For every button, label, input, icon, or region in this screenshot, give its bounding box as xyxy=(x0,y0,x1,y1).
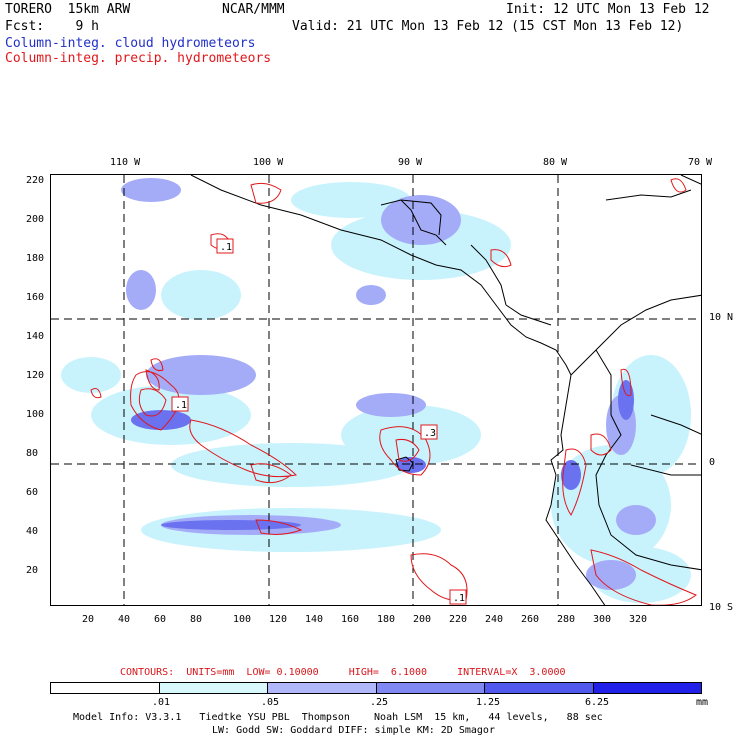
cloud-shading-light xyxy=(61,182,691,603)
x-tick: 160 xyxy=(341,614,360,625)
precip-field-title: Column-integ. precip. hydrometeors xyxy=(5,51,272,66)
legend-value: 1.25 xyxy=(476,697,501,708)
x-tick: 280 xyxy=(557,614,576,625)
y-tick: 100 xyxy=(26,409,45,420)
x-tick: 40 xyxy=(118,614,131,625)
y-tick: 180 xyxy=(26,253,45,264)
map-panel: .1 .1 .3 .1 xyxy=(50,174,702,606)
x-tick: 80 xyxy=(190,614,203,625)
contour-label: .3 xyxy=(424,428,436,439)
legend-value: .01 xyxy=(152,697,171,708)
coastlines xyxy=(190,175,701,605)
x-tick: 20 xyxy=(82,614,95,625)
map-canvas: .1 .1 .3 .1 xyxy=(51,175,701,605)
y-tick: 40 xyxy=(26,526,39,537)
lon-label-80w: 80 W xyxy=(543,157,568,168)
lon-label-110w: 110 W xyxy=(110,157,141,168)
lon-label-70w: 70 W xyxy=(688,157,713,168)
x-tick: 320 xyxy=(629,614,648,625)
precip-contours xyxy=(90,178,697,605)
contour-label-boxes xyxy=(171,238,467,605)
x-tick: 140 xyxy=(305,614,324,625)
y-tick: 220 xyxy=(26,175,45,186)
y-tick: 200 xyxy=(26,214,45,225)
lat-lon-grid xyxy=(51,175,701,605)
legend-value: 6.25 xyxy=(585,697,610,708)
x-tick: 120 xyxy=(269,614,288,625)
model-title: TORERO 15km ARW xyxy=(5,2,131,17)
x-tick: 200 xyxy=(413,614,432,625)
lon-label-90w: 90 W xyxy=(398,157,423,168)
x-tick: 60 xyxy=(154,614,167,625)
contour-label: .1 xyxy=(220,242,232,253)
legend-unit: mm xyxy=(696,697,709,708)
contour-info: CONTOURS: UNITS=mm LOW= 0.10000 HIGH= 6.… xyxy=(120,667,566,678)
lat-label-10n: 10 N xyxy=(709,312,734,323)
x-tick: 100 xyxy=(233,614,252,625)
color-legend xyxy=(50,682,702,694)
legend-swatch xyxy=(485,683,594,693)
y-tick: 80 xyxy=(26,448,39,459)
legend-swatch xyxy=(593,683,701,693)
y-tick: 140 xyxy=(26,331,45,342)
x-tick: 220 xyxy=(449,614,468,625)
model-info-line-1: Model Info: V3.3.1 Tiedtke YSU PBL Thomp… xyxy=(73,712,603,723)
contour-label: .1 xyxy=(175,400,187,411)
forecast-hour: Fcst: 9 h xyxy=(5,19,99,34)
organization-label: NCAR/MMM xyxy=(222,2,285,17)
legend-value: .25 xyxy=(370,697,389,708)
x-tick: 300 xyxy=(593,614,612,625)
lat-label-0: 0 xyxy=(709,457,716,468)
legend-swatch xyxy=(159,683,268,693)
valid-time: Valid: 21 UTC Mon 13 Feb 12 (15 CST Mon … xyxy=(292,19,684,34)
contour-label: .1 xyxy=(453,593,465,604)
x-tick: 180 xyxy=(377,614,396,625)
y-tick: 60 xyxy=(26,487,39,498)
lon-label-100w: 100 W xyxy=(253,157,284,168)
legend-value: .05 xyxy=(261,697,280,708)
y-tick: 20 xyxy=(26,565,39,576)
y-tick: 160 xyxy=(26,292,45,303)
x-tick: 260 xyxy=(521,614,540,625)
cloud-shading-mid xyxy=(121,178,656,590)
legend-swatch xyxy=(376,683,485,693)
model-info-line-2: LW: Godd SW: Goddard DIFF: simple KM: 2D… xyxy=(212,725,495,736)
y-tick: 120 xyxy=(26,370,45,381)
legend-swatch xyxy=(51,683,160,693)
x-tick: 240 xyxy=(485,614,504,625)
init-time: Init: 12 UTC Mon 13 Feb 12 xyxy=(506,2,710,17)
cloud-shading-dark xyxy=(131,380,634,530)
cloud-field-title: Column-integ. cloud hydrometeors xyxy=(5,36,256,51)
lat-label-10s: 10 S xyxy=(709,602,734,613)
legend-swatch xyxy=(268,683,377,693)
